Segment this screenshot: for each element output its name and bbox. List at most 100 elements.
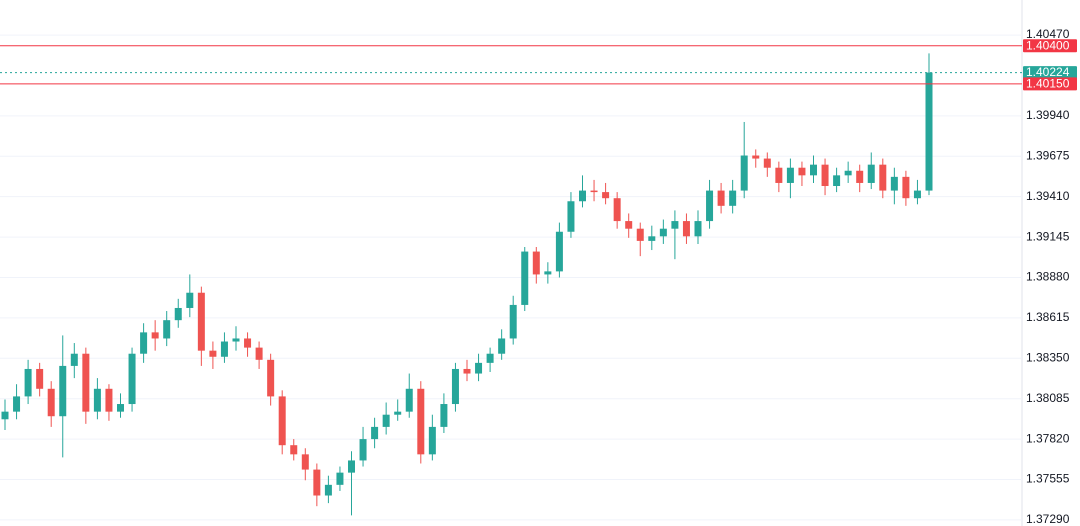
candle-body xyxy=(82,353,90,412)
candle-body xyxy=(833,175,841,187)
price-label-box xyxy=(1023,77,1077,91)
candle-body xyxy=(93,388,101,412)
candle-body xyxy=(209,350,217,357)
candle-body xyxy=(301,454,309,470)
candle-body xyxy=(498,338,506,354)
candle-body xyxy=(405,388,413,412)
candle-body xyxy=(925,72,933,191)
candle-body xyxy=(417,388,425,455)
candle-body xyxy=(267,359,275,397)
candle-body xyxy=(913,190,921,199)
candle-body xyxy=(786,167,794,183)
candle-body xyxy=(682,221,690,237)
candle-body xyxy=(810,164,817,176)
candle-body xyxy=(290,445,298,455)
candle-body xyxy=(174,307,182,321)
y-tick-label: 1.37820 xyxy=(1026,431,1070,445)
candle-body xyxy=(382,414,390,427)
candle-body xyxy=(659,228,667,237)
candle-body xyxy=(24,368,32,397)
price-label-box xyxy=(1023,66,1077,80)
candle-body xyxy=(717,190,725,206)
candle-body xyxy=(117,404,124,412)
y-tick-label: 1.37555 xyxy=(1026,472,1070,486)
candle-body xyxy=(220,341,228,357)
y-tick-label: 1.39940 xyxy=(1026,108,1070,122)
candle-body xyxy=(128,353,136,405)
candle-body xyxy=(509,304,517,339)
candle-body xyxy=(244,338,252,348)
candle-body xyxy=(636,228,644,241)
candle-body xyxy=(232,338,240,342)
candle-body xyxy=(625,221,633,229)
y-tick-label: 1.40470 xyxy=(1026,27,1070,41)
candle-body xyxy=(579,190,586,202)
candle-body xyxy=(890,176,898,191)
y-tick-label: 1.38085 xyxy=(1026,391,1070,405)
candle-body xyxy=(486,353,494,363)
candle-body xyxy=(602,192,610,199)
candle-body xyxy=(798,167,806,176)
candle-body xyxy=(371,426,379,440)
candle-body xyxy=(278,396,286,446)
candle-body xyxy=(463,368,471,374)
candle-body xyxy=(902,176,910,199)
candle-body xyxy=(47,388,55,417)
candle-body xyxy=(13,396,21,412)
candle-body xyxy=(613,198,621,222)
candle-body xyxy=(775,167,783,183)
candle-body xyxy=(428,426,436,455)
candle-body xyxy=(821,164,829,187)
y-tick-label: 1.38350 xyxy=(1026,350,1070,364)
candle-body xyxy=(567,201,575,232)
price-label: 1.40224 xyxy=(1026,65,1070,79)
candle-body xyxy=(451,368,459,405)
candle-body xyxy=(255,347,263,360)
price-label: 1.40150 xyxy=(1026,77,1070,91)
candle-body xyxy=(324,484,332,496)
y-tick-label: 1.39410 xyxy=(1026,189,1070,203)
candle-body xyxy=(879,164,887,191)
candle-body xyxy=(752,155,760,159)
candle-body xyxy=(555,231,563,272)
candle-body xyxy=(532,251,540,275)
candle-body xyxy=(867,164,875,183)
candle-body xyxy=(475,362,483,374)
candle-body xyxy=(729,190,737,206)
y-tick-label: 1.39145 xyxy=(1026,229,1070,243)
candle-body xyxy=(706,190,714,222)
y-tick-label: 1.39675 xyxy=(1026,148,1070,162)
candle-body xyxy=(59,365,67,417)
price-label: 1.40400 xyxy=(1026,38,1070,52)
candle-body xyxy=(197,292,205,351)
candle-body xyxy=(105,388,113,412)
price-label-box xyxy=(1023,39,1077,53)
candle-body xyxy=(151,332,159,339)
candle-body xyxy=(359,439,367,461)
y-tick-label: 1.38615 xyxy=(1026,310,1070,324)
candle-body xyxy=(844,170,852,176)
candle-body xyxy=(1,411,9,420)
candle-body xyxy=(336,472,344,485)
candle-body xyxy=(856,170,864,183)
candle-body xyxy=(70,353,78,366)
candle-body xyxy=(36,368,44,389)
candle-body xyxy=(440,404,448,427)
candle-body xyxy=(140,332,148,354)
candle-body xyxy=(163,320,171,339)
candle-body xyxy=(313,469,321,496)
candle-body xyxy=(186,292,194,308)
candle-body xyxy=(544,271,552,275)
candle-body xyxy=(394,411,402,415)
candle-body xyxy=(694,221,702,237)
candle-body xyxy=(740,155,748,191)
candle-body xyxy=(521,251,529,305)
y-tick-label: 1.37290 xyxy=(1026,512,1070,526)
candle-body xyxy=(590,190,598,193)
candle-body xyxy=(763,158,771,168)
y-tick-label: 1.38880 xyxy=(1026,270,1070,284)
candle-body xyxy=(348,460,355,473)
candle-body xyxy=(671,221,679,229)
